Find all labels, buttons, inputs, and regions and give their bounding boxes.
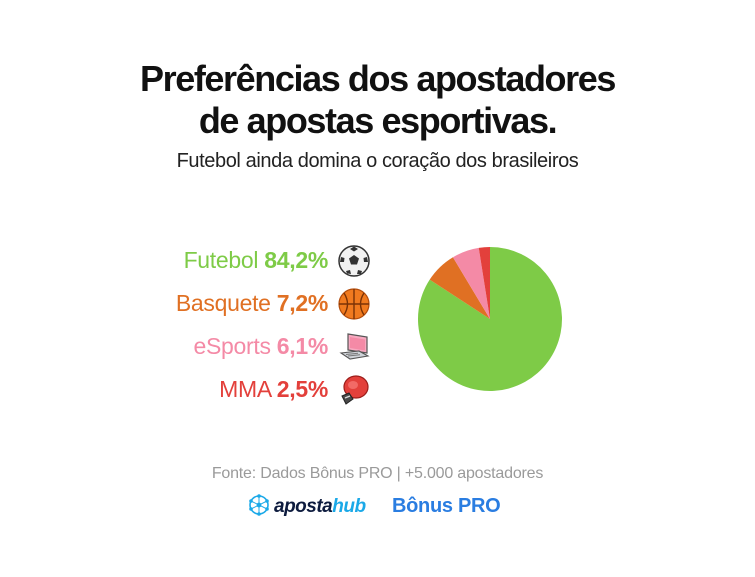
logos: apostahub Bônus PRO (0, 493, 755, 523)
logo-hub-accent: hub (332, 496, 366, 517)
legend-item-mma: MMA 2,5% (150, 369, 370, 410)
logo-hub-main: aposta (274, 496, 333, 517)
chart-title-line-1: Preferências dos apostadores (139, 58, 616, 99)
legend-value-esports: 6,1% (276, 333, 329, 359)
legend-item-basquete: Basquete 7,2% (150, 283, 370, 324)
legend-label-esports: eSports (193, 333, 271, 359)
chart-title: Preferências dos apostadores de apostas … (0, 58, 755, 142)
legend-item-esports: eSports 6,1% (150, 326, 370, 367)
legend-label-basquete: Basquete (175, 290, 271, 316)
pie-chart (418, 247, 562, 391)
legend-value-mma: 2,5% (276, 376, 329, 402)
pie-slice-esports (452, 247, 490, 319)
laptop-gaming-icon (338, 331, 370, 363)
pie-slice-basquete (429, 257, 490, 319)
legend-value-basquete: 7,2% (276, 290, 329, 316)
legend: Futebol 84,2% Basquete 7,2% (150, 240, 370, 412)
bonus-pro-logo: Bônus PRO (392, 495, 501, 517)
source-note: Fonte: Dados Bônus PRO | +5.000 apostado… (211, 465, 544, 482)
basketball-icon (338, 287, 370, 320)
legend-label-futebol: Futebol (183, 247, 259, 273)
apostahub-logo: apostahub (248, 493, 366, 521)
soccer-ball-icon (338, 244, 370, 277)
legend-item-futebol: Futebol 84,2% (150, 240, 370, 281)
legend-value-futebol: 84,2% (264, 247, 328, 273)
pie-slice-mma (478, 247, 490, 319)
chart-title-line-2: de apostas esportivas. (198, 100, 558, 141)
network-hub-icon (248, 493, 270, 521)
legend-label-mma: MMA (219, 376, 271, 402)
boxing-glove-icon (338, 374, 370, 406)
chart-subtitle: Futebol ainda domina o coração dos brasi… (176, 150, 579, 172)
